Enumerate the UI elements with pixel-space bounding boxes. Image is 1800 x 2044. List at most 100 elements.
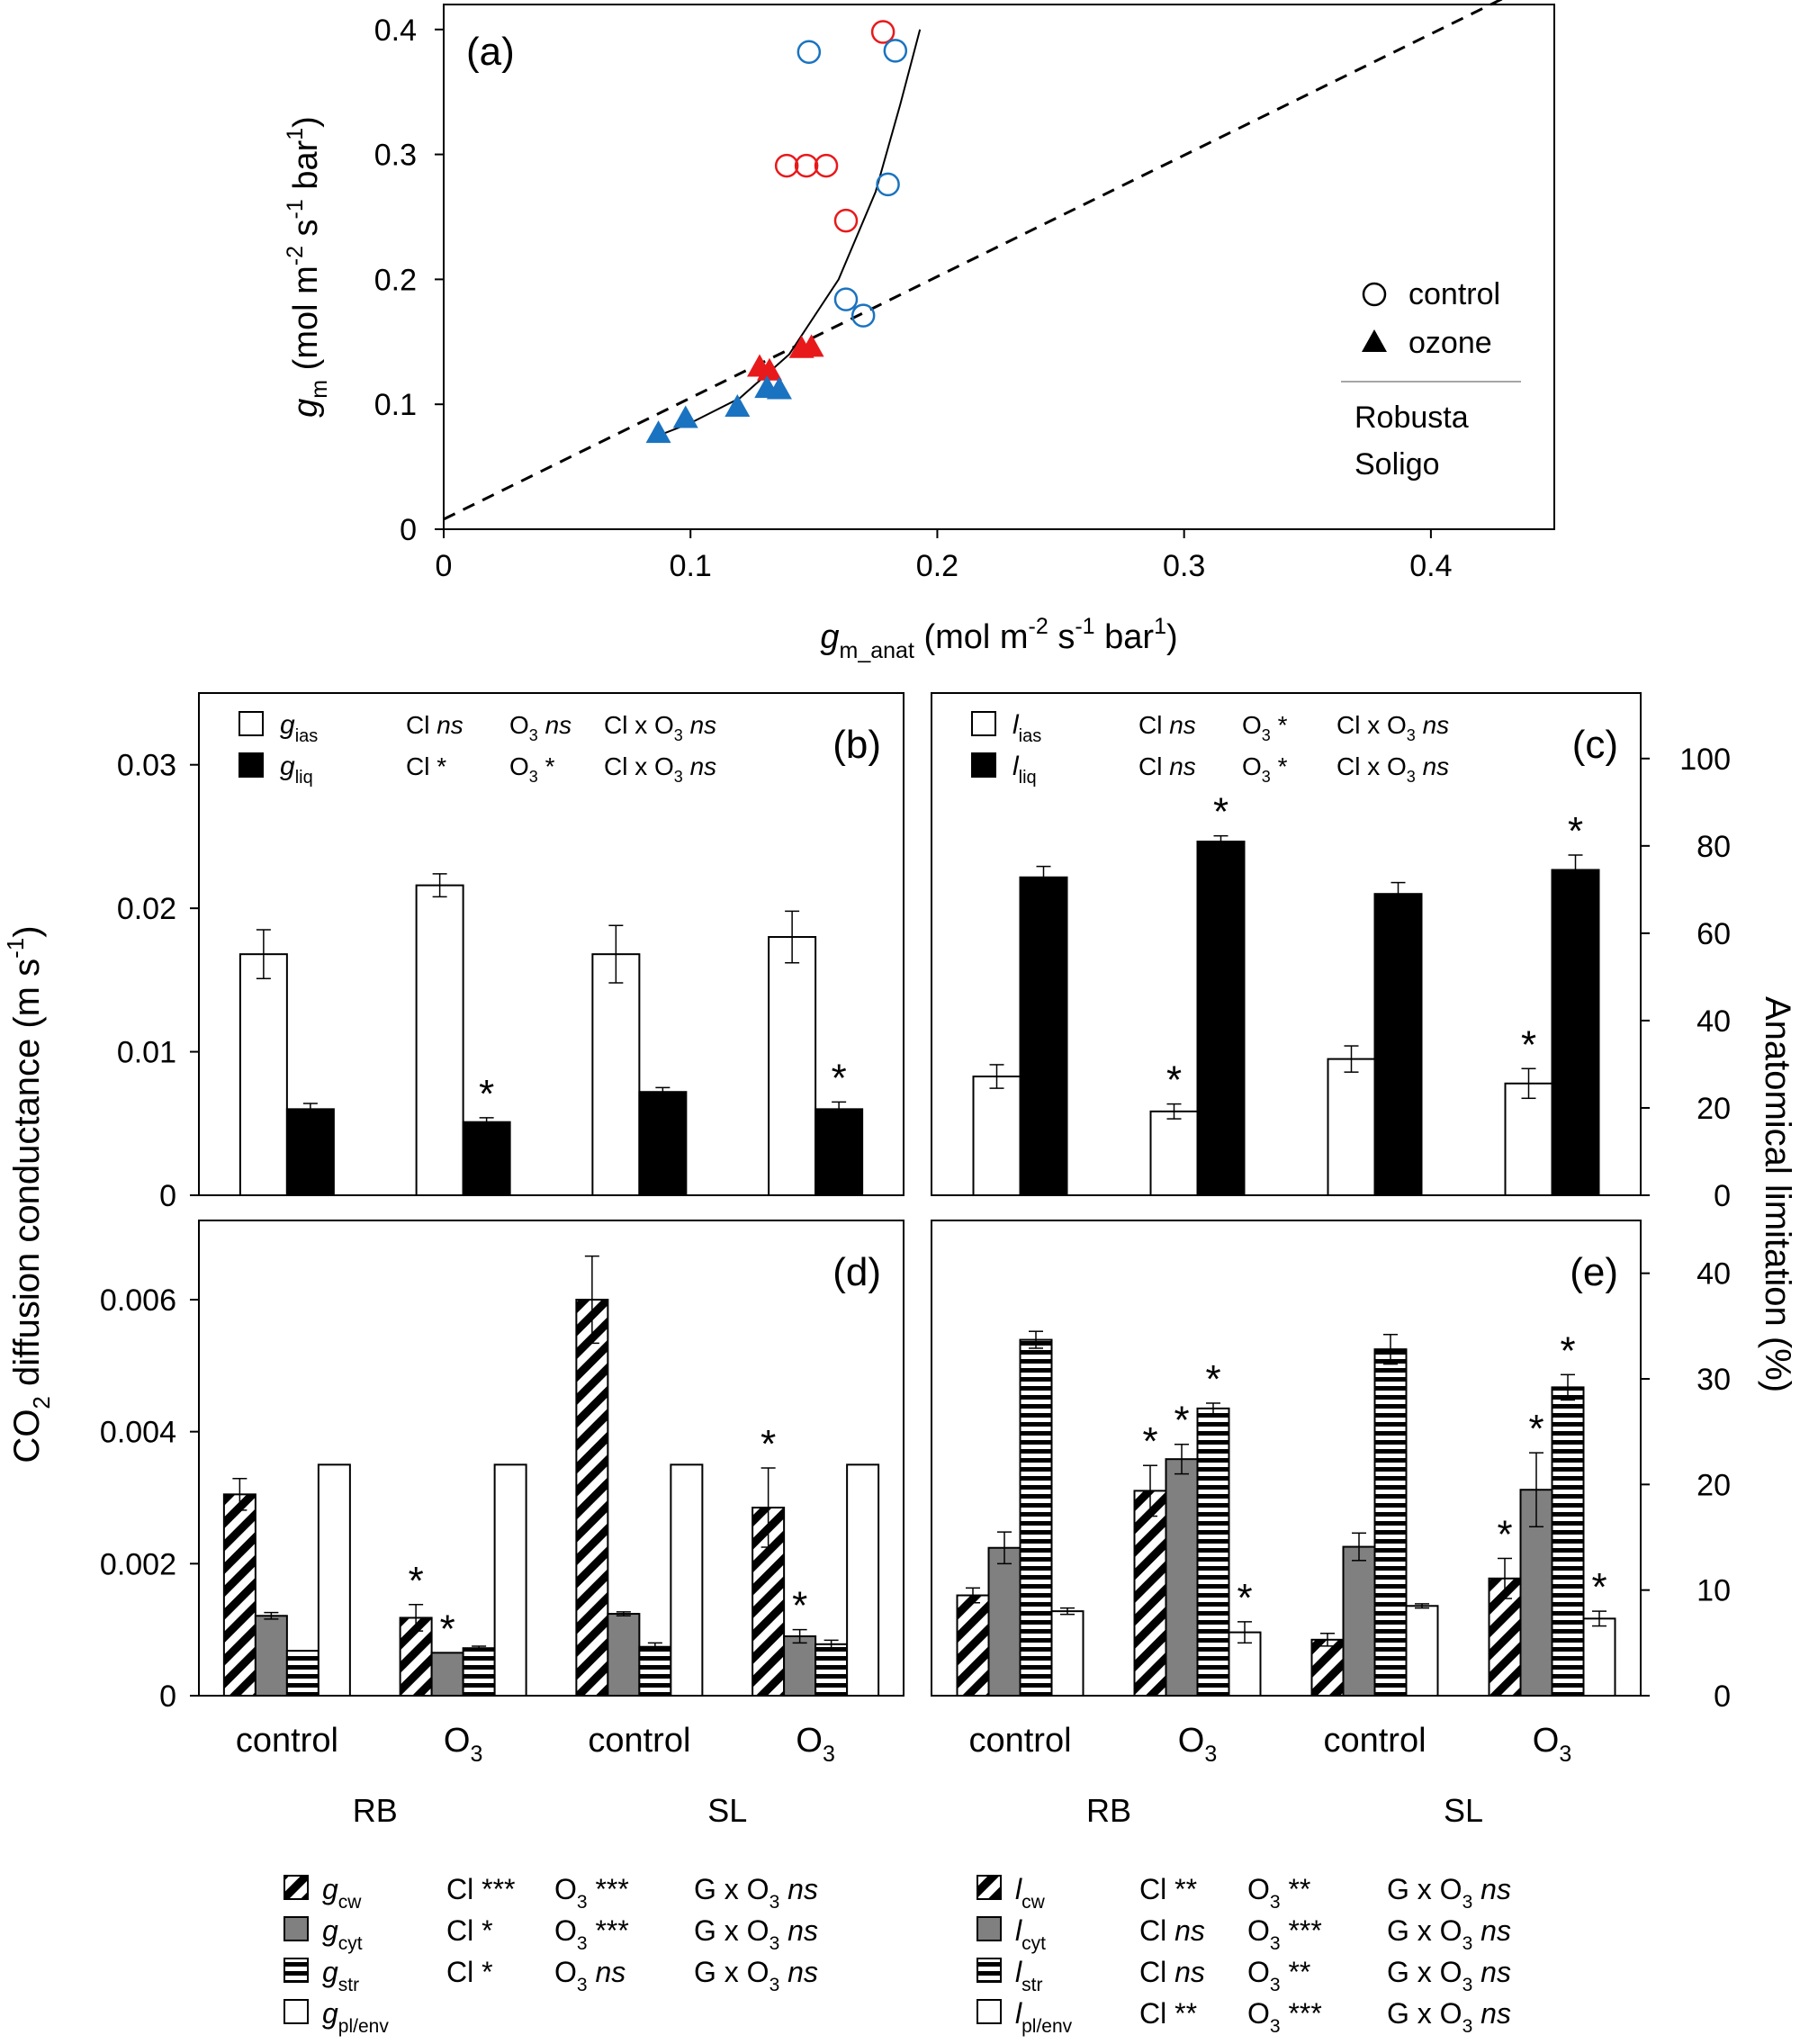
panel-a-ytick-label: 0.3 — [374, 139, 417, 173]
panel-b-stat-o3-part: O — [509, 711, 529, 739]
panel-b-legend-label-part: g — [280, 752, 295, 781]
legend-g-label-part: str — [338, 1975, 359, 1995]
panel-b-bar-g_ias — [591, 953, 641, 1197]
legend-l-stat-o3-part: *** — [1288, 1914, 1321, 1947]
legend-l-stat-int-part: ns — [1480, 1873, 1511, 1905]
left-axis-label-part: -1 — [2, 938, 29, 959]
panel-a-x-axis-label-part: bar — [1095, 618, 1155, 656]
panel-d-bar-g_cw — [222, 1493, 256, 1697]
legend-g-label: gpl/env​ — [322, 1997, 389, 2037]
panel-c-stat-int-part — [1416, 711, 1423, 739]
legend-l-stat-cl: Cl ** — [1139, 1873, 1197, 1905]
panel-e-bar-l_pl-env — [1050, 1610, 1084, 1697]
panel-a-point-ozone — [645, 420, 671, 444]
panel-a-ytick-label: 0.2 — [374, 263, 417, 297]
panel-c-legend-label-part: ias — [1019, 726, 1042, 746]
panel-e-significance-star: * — [1142, 1419, 1157, 1463]
panel-e-bar-chart: (e) 0 10 20 30 40 * * * * * * * * control O3​ control O3​… — [931, 1220, 1731, 1829]
panel-a-x-axis-label-part: (mol m — [914, 618, 1029, 656]
panel-c-bar-l_liq — [1196, 840, 1246, 1197]
panel-e-group-label-rb: RB — [1086, 1792, 1131, 1829]
panel-a-legend-robusta: Robusta — [1354, 401, 1469, 435]
panel-c-stat-cl-part: ns — [1169, 711, 1196, 739]
legend-g-stat-int: G x O3​ ns — [694, 1873, 818, 1913]
panel-e-significance-star: * — [1497, 1512, 1512, 1556]
panel-c-stat-int-part: 3 — [1407, 726, 1416, 744]
panel-b-stat-o3-part: * — [545, 752, 555, 780]
panel-c-letter: (c) — [1572, 723, 1618, 767]
panel-e-ytick-label: 20 — [1696, 1468, 1731, 1502]
panel-b-stat-o3-part — [538, 752, 545, 780]
panel-b-stat-cl-part: Cl — [406, 752, 436, 780]
right-axis-label: Anatomical limitation (%) — [1758, 996, 1797, 1392]
legend-l-stat-o3: O3​ ** — [1247, 1873, 1310, 1913]
panel-e-ytick-label: 10 — [1696, 1574, 1731, 1608]
panel-b-legend-label: gias​ — [280, 710, 318, 746]
legend-g-stat-int: G x O3​ ns — [694, 1956, 818, 1995]
legend-l-stat-o3-part — [1281, 1956, 1289, 1988]
panel-d-bar-chart: (d) 0 0.002 0.004 0.006 * * * * control O3​ control… — [100, 1220, 904, 1829]
panel-e-category-label-part: O — [1533, 1722, 1560, 1760]
legend-l-stat-int-part: G x O — [1387, 1997, 1462, 2030]
legend-l-label-part: str — [1022, 1975, 1042, 1995]
panel-b-stat-o3-part: 3 — [529, 726, 538, 744]
legend-g-stat-int-part: 3 — [770, 1933, 780, 1954]
legend-g-stat-int-part — [779, 1873, 788, 1905]
legend-l-stat-cl-part: Cl — [1139, 1914, 1174, 1947]
legend-l-stat-int-part — [1472, 1997, 1480, 2030]
panel-a-y-axis-label-part: m — [307, 380, 332, 399]
panel-a-y-axis-label-part: 1 — [283, 128, 308, 140]
legend-l-label-part: cw — [1022, 1892, 1046, 1913]
panel-d-group-label-sl: SL — [707, 1792, 747, 1829]
panel-b-stat-o3-part — [538, 711, 545, 739]
panel-c-legend-label-part: liq — [1019, 768, 1037, 788]
panel-d-bar-g_cyt — [783, 1635, 817, 1697]
legend-l-stat-cl: Cl ns — [1139, 1914, 1205, 1947]
legend-l-stat-o3-part: *** — [1288, 1997, 1321, 2030]
panel-b-stat-int: Cl x O3​ ns — [604, 711, 716, 744]
legend-g-stat-cl: Cl *** — [446, 1873, 515, 1905]
legend-l-label-part: l — [1015, 1997, 1022, 2030]
panel-a-xtick-label: 0.3 — [1163, 549, 1205, 583]
panel-b-stat-cl-part: ns — [436, 711, 464, 739]
panel-a-y-axis-label-part: -1 — [283, 199, 308, 219]
legend-l-label: lstr​ — [1015, 1956, 1042, 1995]
panel-a-scatter: (a) 0 0.1 0.2 0.3 0.4 0 0.1 0.2 0.3 0.4 gm_anat​ (m… — [283, 0, 1555, 663]
panel-b-bar-g_liq — [462, 1121, 511, 1196]
legend-g-stat-o3-part — [588, 1956, 596, 1988]
legend-g-stat-int-part: ns — [788, 1873, 818, 1905]
panel-b-stat-o3-part: ns — [545, 711, 572, 739]
legend-l-label-part: pl/env — [1022, 2016, 1073, 2037]
panel-d-bar-g_pl-env — [317, 1463, 351, 1697]
legend-g-stat-int-part: 3 — [770, 1975, 780, 1995]
panel-d-group-label-rb: RB — [353, 1792, 398, 1829]
legend-l-stat-o3-part: 3 — [1270, 2016, 1281, 2037]
legend-l-stat-cl: Cl ns — [1139, 1956, 1205, 1988]
panel-e-frame — [931, 1220, 1642, 1697]
panel-c-ytick-label: 80 — [1696, 830, 1731, 864]
legend-g-stat-int-part: G x O — [694, 1914, 770, 1947]
panel-a-y-axis-label: gm​ (mol m-2​ s-1​ bar1​) — [283, 116, 332, 418]
legend-g-stat-cl: Cl * — [446, 1956, 493, 1988]
panel-e-bar-l_cyt — [987, 1546, 1022, 1697]
panel-a-ytick-label: 0 — [400, 513, 417, 547]
legend-l-stat-int-part: 3 — [1462, 1933, 1473, 1954]
legend-g-label-part: cyt — [338, 1933, 363, 1954]
panel-a-point-control — [796, 40, 822, 64]
legend-l-stat-o3-part: 3 — [1270, 1933, 1281, 1954]
panel-c-ytick-label: 60 — [1696, 917, 1731, 951]
panel-e-bar-l_cw — [956, 1594, 990, 1697]
panel-a-point-ozone — [672, 405, 698, 428]
panel-b-legend-swatch — [238, 711, 264, 736]
legend-l-stat-int-part: 3 — [1462, 1892, 1473, 1913]
legend-l-stat-o3-part — [1281, 1914, 1289, 1947]
panel-e-significance-star: * — [1205, 1357, 1220, 1401]
panel-d-bar-g_pl-env — [670, 1463, 704, 1697]
legend-g-stat-int-part: G x O — [694, 1956, 770, 1988]
panel-e-bar-l_pl-env — [1582, 1617, 1616, 1697]
panel-c-stat-int-part: 3 — [1407, 768, 1416, 786]
legend-l-stat-o3-part: 3 — [1270, 1975, 1281, 1995]
panel-c-ytick-label: 100 — [1679, 743, 1731, 777]
panel-a-legend-control-label: control — [1408, 277, 1500, 311]
